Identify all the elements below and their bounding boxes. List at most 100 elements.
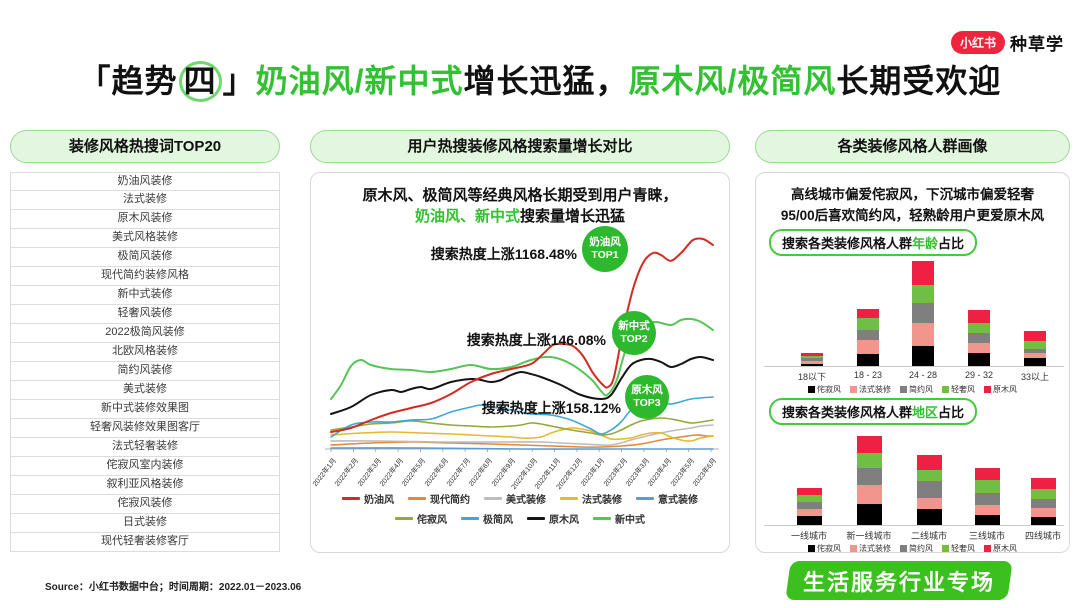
annotation-top1: 搜索热度上涨1168.48% xyxy=(430,246,577,262)
mid-subtitle: 原木风、极简风等经典风格长期受到用户青睐， 奶油风、新中式搜索量增长迅猛 xyxy=(311,173,729,227)
brand-logo: 小红书 种草学 xyxy=(950,30,1064,55)
legend-swatch-法式装修 xyxy=(560,497,578,500)
bar-segment-简约风 xyxy=(856,468,882,485)
legend-item-轻奢风: 轻奢风 xyxy=(942,384,975,395)
category-label-一线城市: 一线城市 xyxy=(790,531,828,541)
bar-segment-原木风 xyxy=(1030,478,1056,489)
legend-label-法式装修: 法式装修 xyxy=(859,385,891,394)
bar-segment-轻奢风 xyxy=(796,495,822,502)
legend-label-法式装修: 法式装修 xyxy=(859,544,891,553)
title-part-4: 增长迅猛， xyxy=(463,63,629,99)
bar-segment-侘寂风 xyxy=(912,346,934,366)
bar-segment-轻奢风 xyxy=(801,356,823,358)
bar-segment-简约风 xyxy=(974,493,1000,505)
legend-item-简约风: 简约风 xyxy=(900,543,933,554)
hotword-list: 奶油风装修 法式装修 原木风装修 美式风格装修 极简风装修 现代简约装修风格 新中式装修 轻奢… xyxy=(10,172,280,552)
legend-swatch-简约风 xyxy=(900,386,907,393)
top3-badge: 原木风 TOP3 xyxy=(625,375,669,419)
bar-segment-侘寂风 xyxy=(1024,358,1046,366)
hotword-item-6: 现代简约装修风格 xyxy=(10,267,280,286)
bar-segment-法式装修 xyxy=(968,343,990,353)
hotword-item-18: 侘寂风装修 xyxy=(10,495,280,514)
persona-panel: 高线城市偏爱侘寂风，下沉城市偏爱轻奢 95/00后喜欢简约风，轻熟龄用户更爱原木… xyxy=(755,172,1070,553)
top1-style: 奶油风 xyxy=(589,236,621,249)
legend-row-1: 奶油风 现代简约 美式装修 法式装修 意式装修 xyxy=(311,491,729,506)
region-chart-legend: 侘寂风 法式装修 简约风 轻奢风 原木风 xyxy=(756,543,1069,554)
legend-label-奶油风: 奶油风 xyxy=(364,495,394,506)
legend-item-法式装修: 法式装修 xyxy=(560,491,622,506)
bar-segment-轻奢风 xyxy=(1024,341,1046,349)
title-part-2: 」 xyxy=(222,63,256,99)
title-part-5: 原木风/极简风 xyxy=(628,63,837,99)
age-category-labels: 18以下 18 - 23 24 - 28 29 - 32 33以上 xyxy=(764,370,1064,382)
bar-segment-侘寂风 xyxy=(856,504,882,525)
legend-row-2: 侘寂风 极简风 原木风 新中式 xyxy=(311,511,729,526)
legend-item-法式装修: 法式装修 xyxy=(850,384,891,395)
stacked-bar-二线城市 xyxy=(916,455,942,525)
line-series-原木风 xyxy=(330,355,714,415)
search-growth-panel: 原木风、极简风等经典风格长期受到用户青睐， 奶油风、新中式搜索量增长迅猛 搜索热度… xyxy=(310,172,730,553)
category-label-四线城市: 四线城市 xyxy=(1024,531,1062,541)
line-series-美式装修 xyxy=(330,424,714,446)
bar-segment-简约风 xyxy=(801,358,823,361)
bar-segment-简约风 xyxy=(968,333,990,343)
bar-segment-原木风 xyxy=(796,488,822,495)
stacked-bar-33以上 xyxy=(1024,331,1046,366)
session-badge: 生活服务行业专场 xyxy=(785,561,1013,600)
legend-swatch-侘寂风 xyxy=(808,545,815,552)
stacked-bar-新一线城市 xyxy=(856,436,882,525)
bar-segment-原木风 xyxy=(856,436,882,453)
line-series-新中式 xyxy=(330,317,714,400)
hotword-item-8: 轻奢风装修 xyxy=(10,305,280,324)
bar-segment-轻奢风 xyxy=(912,285,934,303)
legend-label-轻奢风: 轻奢风 xyxy=(951,385,975,394)
legend-label-极简风: 极简风 xyxy=(483,515,513,526)
bar-segment-轻奢风 xyxy=(916,470,942,481)
region-pill-part-1: 地区 xyxy=(912,405,939,420)
bar-segment-简约风 xyxy=(1030,499,1056,508)
bar-segment-侘寂风 xyxy=(857,354,879,366)
bar-segment-侘寂风 xyxy=(916,509,942,525)
category-label-三线城市: 三线城市 xyxy=(968,531,1006,541)
stacked-bar-三线城市 xyxy=(974,468,1000,525)
bar-segment-原木风 xyxy=(974,468,1000,480)
age-chart-title: 搜索各类装修风格人群年龄占比 xyxy=(769,229,978,256)
bar-segment-原木风 xyxy=(916,455,942,470)
hotword-item-9: 2022极简风装修 xyxy=(10,324,280,343)
region-stacked-bar-chart xyxy=(764,426,1064,526)
hotword-item-3: 原木风装修 xyxy=(10,210,280,229)
hotword-item-5: 极简风装修 xyxy=(10,248,280,267)
legend-item-极简风: 极简风 xyxy=(461,511,513,526)
bar-segment-轻奢风 xyxy=(1030,489,1056,499)
bar-segment-法式装修 xyxy=(801,361,823,364)
region-category-labels: 一线城市 新一线城市 二线城市 三线城市 四线城市 xyxy=(764,529,1064,541)
legend-label-侘寂风: 侘寂风 xyxy=(817,385,841,394)
legend-label-原木风: 原木风 xyxy=(993,544,1017,553)
hotword-item-13: 新中式装修效果图 xyxy=(10,400,280,419)
source-note: Source：小红书数据中台；时间周期：2022.01－2023.06 xyxy=(45,582,302,593)
category-label-二线城市: 二线城市 xyxy=(910,531,948,541)
top1-badge: 奶油风 TOP1 xyxy=(582,226,628,272)
bar-segment-法式装修 xyxy=(857,340,879,354)
legend-label-原木风: 原木风 xyxy=(993,385,1017,394)
legend-label-简约风: 简约风 xyxy=(909,544,933,553)
bar-segment-法式装修 xyxy=(974,505,1000,515)
legend-swatch-现代简约 xyxy=(408,497,426,500)
bar-segment-简约风 xyxy=(857,330,879,340)
hotword-item-20: 现代轻奢装修客厅 xyxy=(10,533,280,552)
legend-swatch-奶油风 xyxy=(342,497,360,500)
legend-item-原木风: 原木风 xyxy=(527,511,579,526)
hotword-item-17: 叙利亚风格装修 xyxy=(10,476,280,495)
legend-swatch-意式装修 xyxy=(636,497,654,500)
bar-segment-简约风 xyxy=(1024,349,1046,353)
hotword-item-14: 轻奢风装修效果图客厅 xyxy=(10,419,280,438)
bar-segment-法式装修 xyxy=(916,498,942,509)
stacked-bar-四线城市 xyxy=(1030,478,1056,525)
title-part-6: 长期受欢迎 xyxy=(836,63,1002,99)
page-title: 「趋势四」奶油风/新中式增长迅猛，原木风/极简风长期受欢迎 xyxy=(0,56,1080,102)
title-part-3: 奶油风/新中式 xyxy=(255,63,464,99)
stacked-bar-一线城市 xyxy=(796,488,822,525)
legend-swatch-轻奢风 xyxy=(942,545,949,552)
bar-segment-侘寂风 xyxy=(1030,517,1056,525)
hotword-item-2: 法式装修 xyxy=(10,191,280,210)
